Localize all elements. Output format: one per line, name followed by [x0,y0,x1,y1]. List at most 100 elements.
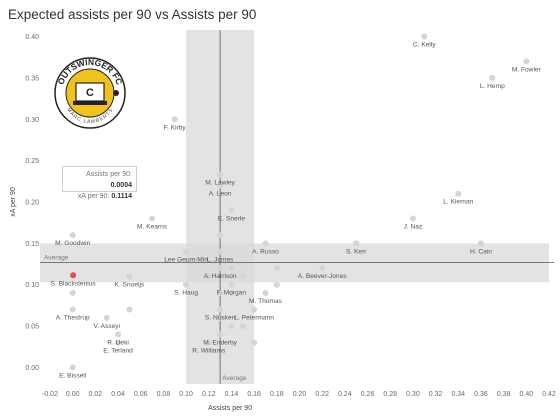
x-tick-label: 0.24 [338,391,352,398]
tooltip-xa-value: 0.1114 [111,193,132,200]
x-tick-label: 0.30 [406,391,420,398]
point-label: M. Thomas [249,298,283,305]
data-point [115,339,122,346]
data-point [69,364,76,371]
y-tick-label: 0.15 [25,241,39,248]
data-point [126,306,133,313]
point-label: M. Enderby [203,339,237,346]
tooltip-assists-label: Assists per 90: [86,171,132,178]
data-point [353,240,360,247]
data-point [126,273,133,280]
tooltip-xa-label: xA per 90: [77,193,110,200]
y-average-band [40,243,549,283]
data-point [273,265,280,272]
point-label: K. Snoeijs [115,281,145,288]
data-point [217,248,224,255]
data-point [477,240,484,247]
x-tick-label: 0.42 [542,391,556,398]
x-tick-label: 0.36 [474,391,488,398]
y-tick-label: 0.40 [25,34,39,41]
tooltip-assists-value: 0.0004 [110,182,132,189]
x-tick-label: 0.14 [225,391,239,398]
average-lines: Average Average [40,30,554,384]
data-points [69,33,530,371]
x-tick-label: 0.02 [89,391,103,398]
point-label: F. Morgan [217,290,247,297]
data-point [421,33,428,40]
data-point [217,171,224,178]
data-point [183,248,190,255]
data-point [239,323,246,330]
y-tick-label: 0.05 [25,324,39,331]
point-label: M. Lawley [205,180,235,187]
x-tick-label: 0.04 [111,391,125,398]
data-point [205,339,212,346]
x-tick-label: 0.26 [361,391,375,398]
data-point [183,281,190,288]
x-tick-label: 0.18 [270,391,284,398]
point-label: S. Nüsken [205,315,236,322]
x-tick-label: 0.22 [315,391,329,398]
data-point [228,323,235,330]
y-tick-label: 0.35 [25,75,39,82]
point-label: M. Fowler [512,66,542,73]
chart-title: Expected assists per 90 vs Assists per 9… [8,7,257,22]
y-tick-label: 0.20 [25,200,39,207]
data-point [217,290,224,296]
data-point [205,273,212,280]
data-point [217,232,224,239]
x-tick-label: 0.16 [247,391,261,398]
highlighted-data-point [70,272,77,279]
x-tick-label: 0.20 [293,391,307,398]
point-label: M. Goodwin [55,240,91,247]
point-label: A. Beever-Jones [298,273,347,280]
data-point [273,281,280,288]
data-point [149,215,156,222]
x-average-label: Average [222,375,247,382]
club-logo: C OUTSWINGER FC MARC LAMBERTS [54,57,126,129]
data-point [217,314,224,321]
data-point [69,290,76,296]
point-label: A. Russo [252,248,279,255]
point-label: E. Terland [103,348,133,355]
data-point [228,265,235,272]
point-label: F. Kirby [164,124,187,131]
data-point [239,273,246,280]
x-tick-label: 0.40 [520,391,534,398]
point-labels: C. Kelly M. Fowler L. Hemp F. Kirby M. Lawle… [51,42,542,380]
data-point [69,232,76,239]
point-label: M. Kearns [137,224,168,231]
x-axis-label: Assists per 90 [208,405,252,412]
y-axis-label: xA per 90 [10,187,17,217]
data-point [103,314,110,321]
data-point [217,182,224,189]
y-tick-label: 0.10 [25,282,39,289]
data-point [69,306,76,313]
point-label: R. Williams [192,348,226,355]
data-point [455,190,462,197]
hover-tooltip: Assists per 90: 0.0004 xA per 90: 0.1114 [62,166,137,200]
x-tick-label: 0.08 [157,391,171,398]
y-tick-label: 0.25 [25,158,39,165]
x-tick-label: 0.00 [66,391,80,398]
data-point [262,290,269,296]
data-point [115,331,122,338]
y-tick-label: 0.00 [25,365,39,372]
x-tick-label: 0.32 [429,391,443,398]
point-label: S. Blackstenius [51,280,97,287]
point-label: R. Ueki [107,339,129,346]
point-label: C. Kelly [413,42,436,49]
point-label: E. Bissell [59,372,87,379]
point-label: E. Snerle [218,215,245,222]
point-label: A. Harrison [204,273,237,280]
data-point [228,290,235,296]
data-point [217,306,224,313]
point-label: L. Petermann [234,315,274,322]
point-label: J. Naz [404,224,423,231]
x-tick-label: 0.28 [383,391,397,398]
svg-text:C: C [86,87,94,99]
chart-axes: -0.02 0.00 0.02 0.04 0.06 0.08 0.10 0.12 0.14 0.1… [10,34,556,412]
x-tick-label: 0.12 [202,391,216,398]
x-tick-label: 0.06 [134,391,148,398]
